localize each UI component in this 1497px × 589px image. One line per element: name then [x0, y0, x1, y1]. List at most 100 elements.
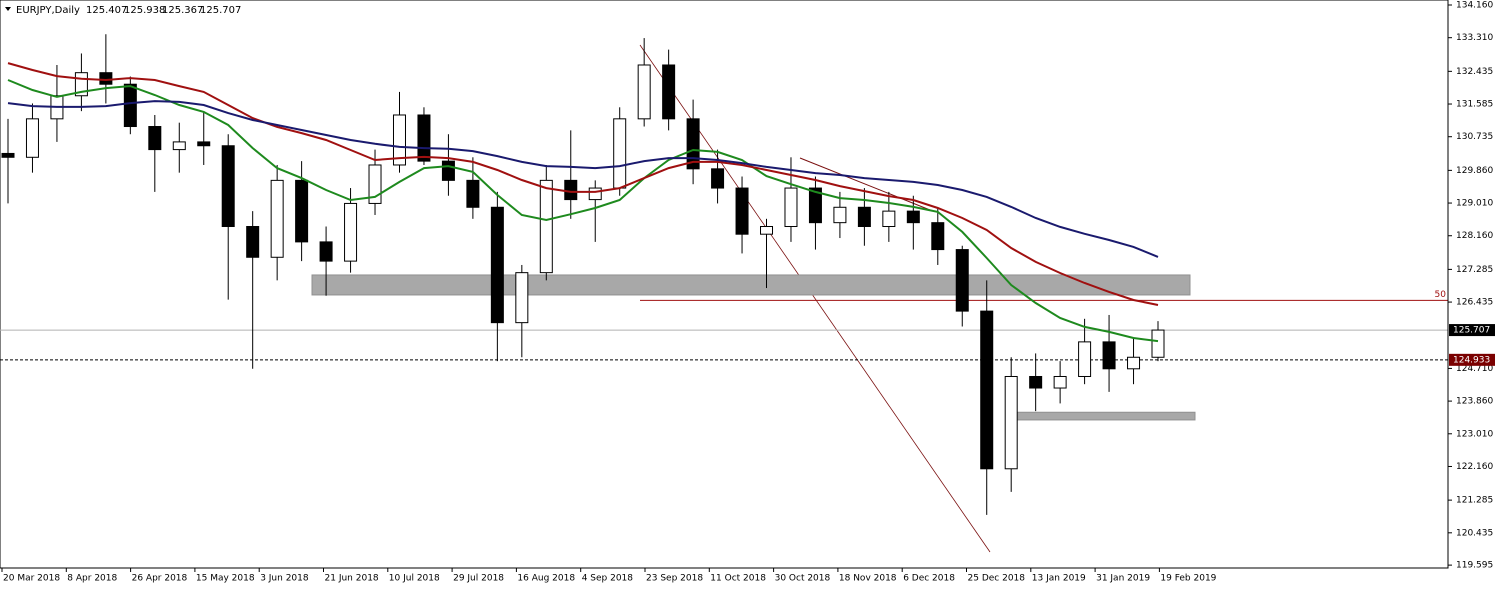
candle-body — [417, 114, 431, 162]
y-tick-label: 126.435 — [1456, 298, 1493, 308]
candle-body — [882, 210, 896, 228]
y-tick-label: 129.860 — [1456, 166, 1493, 176]
candle-body — [1151, 329, 1165, 358]
y-tick-label: 121.285 — [1456, 496, 1493, 506]
x-tick-label: 21 Jun 2018 — [325, 574, 379, 584]
candle-body — [637, 64, 651, 120]
header-value: 125.938 — [124, 5, 165, 16]
candle-body — [148, 126, 162, 151]
candle-body — [392, 114, 406, 166]
moving-average — [7, 62, 1159, 306]
candle-body — [857, 206, 871, 228]
candle-body — [980, 310, 994, 470]
x-tick-label: 25 Dec 2018 — [968, 574, 1026, 584]
candle-body — [613, 118, 627, 189]
y-tick-label: 132.435 — [1456, 67, 1493, 77]
y-tick-label: 128.160 — [1456, 231, 1493, 241]
candle-body — [295, 179, 309, 243]
y-tick-label: 133.310 — [1456, 33, 1493, 43]
candle-body — [906, 210, 920, 224]
level-price-label: 124.933 — [1453, 355, 1490, 365]
y-tick-label: 122.160 — [1456, 462, 1493, 472]
x-tick-label: 26 Apr 2018 — [132, 574, 188, 584]
header-value: 125.367 — [162, 5, 203, 16]
candle-body — [1127, 356, 1141, 370]
zone — [1006, 411, 1196, 421]
candle-body — [172, 141, 186, 151]
y-tick-label: 131.585 — [1456, 100, 1493, 110]
y-tick-label: 119.595 — [1456, 561, 1493, 571]
y-tick-label: 120.435 — [1456, 528, 1493, 538]
candle-body — [564, 179, 578, 201]
candle-body — [784, 187, 798, 228]
candle-body — [1102, 341, 1116, 370]
candle-body — [441, 160, 455, 181]
candle-body — [735, 187, 749, 235]
candle-body — [711, 168, 725, 189]
candle-body — [25, 118, 39, 158]
candle-body — [197, 141, 211, 147]
candle-body — [344, 202, 358, 262]
candle-body — [1, 152, 15, 158]
x-tick-label: 13 Jan 2019 — [1032, 574, 1086, 584]
candle-body — [246, 226, 260, 258]
candle-body — [368, 164, 382, 204]
y-tick-label: 134.160 — [1456, 0, 1493, 10]
x-tick-label: 4 Sep 2018 — [582, 574, 634, 584]
candle-body — [760, 226, 774, 235]
candle-body — [1004, 375, 1018, 470]
chart-title: EURJPY,Daily — [16, 5, 80, 16]
x-tick-label: 20 Mar 2018 — [3, 574, 60, 584]
candle-body — [466, 179, 480, 208]
candle-body — [833, 206, 847, 224]
candle-body — [1078, 341, 1092, 377]
candle-body — [955, 249, 969, 312]
x-tick-label: 31 Jan 2019 — [1096, 574, 1150, 584]
x-tick-label: 19 Feb 2019 — [1160, 574, 1216, 584]
candle-body — [662, 64, 676, 120]
menu-triangle — [5, 7, 11, 11]
y-tick-label: 124.710 — [1456, 364, 1493, 374]
candle-body — [319, 241, 333, 262]
fib-label: 50 — [1435, 290, 1447, 300]
current-price-box — [1449, 324, 1495, 337]
candle-body — [99, 72, 113, 85]
x-tick-label: 8 Apr 2018 — [67, 574, 117, 584]
moving-average — [7, 100, 1159, 258]
trend-line — [799, 157, 931, 211]
y-tick-label: 127.285 — [1456, 265, 1493, 275]
zone — [311, 274, 1191, 296]
x-tick-label: 29 Jul 2018 — [453, 574, 504, 584]
x-tick-label: 6 Dec 2018 — [903, 574, 955, 584]
current-price-label: 125.707 — [1453, 326, 1490, 336]
candle-body — [221, 145, 235, 228]
candle-body — [515, 272, 529, 324]
level-price-box — [1449, 353, 1495, 366]
x-tick-label: 23 Sep 2018 — [646, 574, 703, 584]
x-tick-label: 16 Aug 2018 — [517, 574, 575, 584]
candle-body — [270, 179, 284, 258]
candle-body — [1053, 375, 1067, 389]
candle-body — [490, 206, 504, 324]
header-value: 125.407 — [86, 5, 127, 16]
x-tick-label: 3 Jun 2018 — [260, 574, 309, 584]
x-tick-label: 11 Oct 2018 — [710, 574, 766, 584]
candle-body — [808, 187, 822, 224]
x-tick-label: 10 Jul 2018 — [389, 574, 440, 584]
candle-body — [1029, 375, 1043, 389]
y-tick-label: 123.010 — [1456, 429, 1493, 439]
x-tick-label: 30 Oct 2018 — [775, 574, 831, 584]
y-tick-label: 129.010 — [1456, 199, 1493, 209]
x-tick-label: 15 May 2018 — [196, 574, 255, 584]
candle-body — [588, 187, 602, 201]
moving-average — [7, 79, 1159, 343]
candle-body — [686, 118, 700, 170]
candle-body — [539, 179, 553, 274]
candle-body — [931, 222, 945, 251]
candle-body — [123, 83, 137, 128]
x-tick-label: 18 Nov 2018 — [839, 574, 897, 584]
y-tick-label: 130.735 — [1456, 132, 1493, 142]
